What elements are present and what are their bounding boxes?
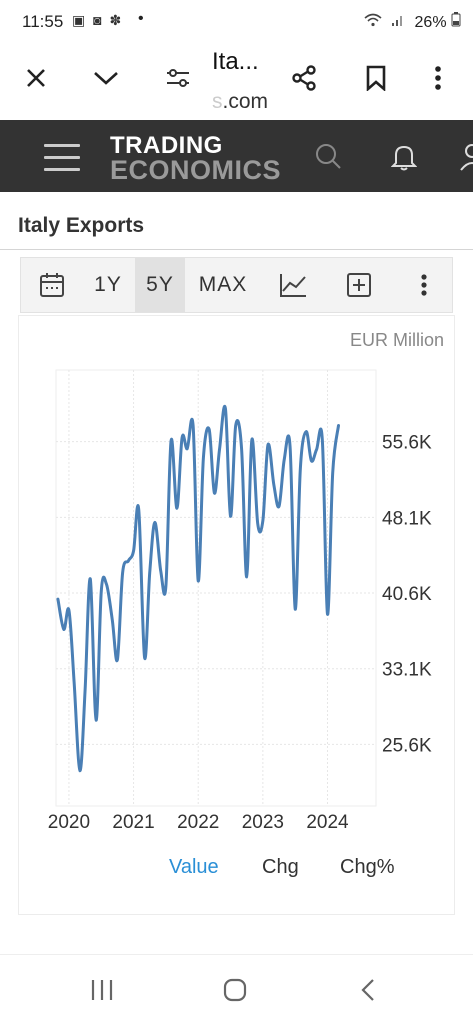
status-right: 26%: [364, 12, 461, 32]
add-indicator-icon[interactable]: [337, 258, 381, 312]
page-tab-title[interactable]: Ita...: [212, 48, 259, 75]
chart-more-icon[interactable]: [407, 258, 441, 312]
search-icon[interactable]: [314, 142, 342, 175]
x-tick-label: 2021: [112, 812, 154, 833]
back-icon[interactable]: [348, 973, 388, 1007]
series-line-value[interactable]: [56, 404, 340, 773]
chart-unit: EUR Million: [349, 330, 444, 350]
url-text[interactable]: s.com: [212, 90, 269, 113]
bookmark-icon[interactable]: [356, 58, 396, 98]
y-tick-label: 33.1K: [382, 660, 432, 681]
legend-value-tab[interactable]: Value: [169, 856, 219, 878]
instagram-icon: ◙: [93, 12, 104, 28]
plot-frame: [55, 369, 377, 807]
close-icon[interactable]: [16, 58, 56, 98]
title-divider: [0, 249, 473, 250]
site-header: TRADING ECONOMICS: [0, 120, 473, 192]
chart-card: EUR Million 25.6K 33.1K 40.6K 48.1K 55.6K 20…: [18, 315, 455, 915]
chart-toolbar: 1Y 5Y MAX: [20, 257, 453, 313]
system-nav-bar: [0, 954, 473, 1025]
legend-chg-tab[interactable]: Chg: [262, 856, 299, 878]
share-icon[interactable]: [284, 58, 324, 98]
more-notifications-dot: •: [138, 10, 144, 27]
range-1y-button[interactable]: 1Y: [94, 273, 122, 296]
wifi-icon: [364, 13, 385, 30]
range-max-button[interactable]: MAX: [198, 273, 248, 296]
y-tick-label: 55.6K: [382, 433, 432, 454]
range-5y-button[interactable]: 5Y: [135, 258, 185, 312]
signal-icon: [391, 16, 408, 30]
calendar-icon[interactable]: [27, 258, 77, 312]
page-settings-icon[interactable]: [158, 58, 198, 98]
more-vertical-icon[interactable]: [418, 58, 458, 98]
exports-line-chart[interactable]: 25.6K 33.1K 40.6K 48.1K 55.6K 2020 2021 2022 20…: [19, 316, 456, 836]
browser-toolbar: Ita... s.com: [0, 44, 473, 120]
recents-icon[interactable]: [82, 973, 122, 1007]
battery-icon: [451, 12, 461, 31]
notification-icons: ▣ ◙ ✽: [72, 12, 123, 29]
x-tick-label: 2023: [242, 812, 284, 833]
page-title: Italy Exports: [18, 214, 145, 237]
legend-chgpct-tab[interactable]: Chg%: [340, 856, 395, 878]
x-tick-label: 2024: [306, 812, 349, 833]
menu-icon[interactable]: [44, 144, 80, 171]
chevron-down-icon[interactable]: [86, 58, 126, 98]
y-tick-label: 48.1K: [382, 508, 432, 529]
home-icon[interactable]: [215, 973, 255, 1007]
bell-icon[interactable]: [390, 142, 418, 177]
flower-icon: ✽: [109, 12, 124, 28]
image-icon: ▣: [72, 12, 88, 28]
site-logo[interactable]: TRADING ECONOMICS: [110, 132, 282, 185]
user-icon[interactable]: [460, 142, 473, 177]
status-bar: 11:55 ▣ ◙ ✽ • 26%: [0, 0, 473, 44]
x-tick-label: 2022: [177, 812, 219, 833]
line-chart-icon[interactable]: [271, 258, 315, 312]
status-time: 11:55: [22, 12, 64, 31]
y-tick-label: 25.6K: [382, 735, 432, 756]
x-tick-label: 2020: [48, 812, 90, 833]
y-tick-label: 40.6K: [382, 584, 432, 605]
battery-text: 26%: [414, 14, 447, 31]
